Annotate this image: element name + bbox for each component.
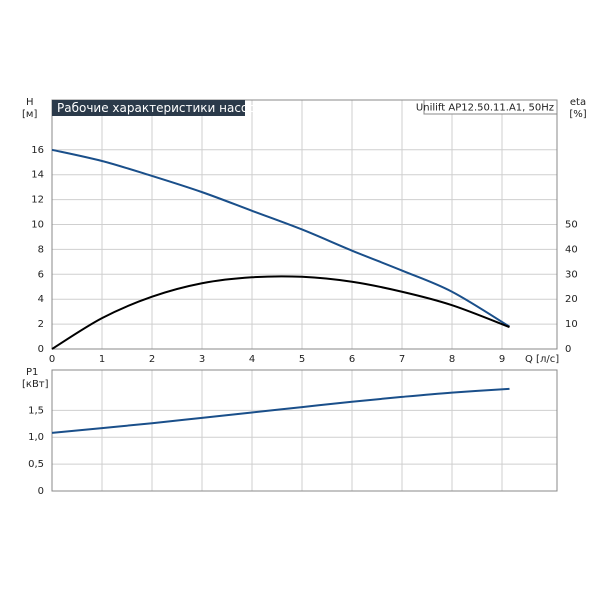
plot-frame — [51, 99, 558, 350]
y-tick-label: 0,5 — [28, 459, 44, 470]
y-tick-label: 12 — [31, 195, 44, 206]
plot-frame — [51, 369, 558, 492]
y-tick-label: 14 — [31, 170, 44, 181]
y-tick-label: 6 — [38, 269, 44, 280]
x-tick-label: 6 — [349, 354, 355, 365]
x-tick-label: 3 — [199, 354, 205, 365]
x-tick-label: 0 — [49, 354, 55, 365]
y-tick-label: 0 — [38, 344, 44, 355]
y-axis-label: P1 — [26, 367, 38, 378]
annotation: Unilift AP12.50.11.A1, 50Hz — [416, 103, 554, 114]
x-tick-label: 8 — [449, 354, 455, 365]
y2-axis-unit: [%] — [569, 109, 586, 120]
y2-tick-label: 50 — [565, 220, 578, 231]
chart-title: Рабочие характеристики насоса — [57, 101, 262, 115]
x-tick-label: 1 — [99, 354, 105, 365]
x-tick-label: 9 — [499, 354, 505, 365]
y-axis-unit: [кВт] — [22, 379, 49, 390]
y2-tick-label: 20 — [565, 294, 578, 305]
x-tick-label: 5 — [299, 354, 305, 365]
y2-tick-label: 40 — [565, 244, 578, 255]
y-axis-unit: [м] — [22, 109, 37, 120]
y-tick-label: 2 — [38, 319, 44, 330]
y-tick-label: 4 — [38, 294, 44, 305]
y-tick-label: 1,0 — [28, 432, 44, 443]
y-tick-label: 0 — [38, 486, 44, 497]
y-tick-label: 16 — [31, 145, 44, 156]
y2-axis-label: eta — [570, 97, 586, 108]
y-tick-label: 10 — [31, 220, 44, 231]
curve — [51, 148, 511, 328]
y2-tick-label: 10 — [565, 319, 578, 330]
x-tick-label: 2 — [149, 354, 155, 365]
y-tick-label: 8 — [38, 244, 44, 255]
annotation-box — [423, 99, 558, 115]
y-tick-label: 1,5 — [28, 405, 44, 416]
x-tick-label: 4 — [249, 354, 255, 365]
title-box — [52, 100, 245, 116]
y2-tick-label: 0 — [565, 344, 571, 355]
curve — [51, 387, 510, 434]
x-axis-label: Q [л/с] — [525, 354, 559, 365]
y-axis-label: H — [26, 97, 34, 108]
x-tick-label: 7 — [399, 354, 405, 365]
curve — [51, 275, 510, 350]
y2-tick-label: 30 — [565, 269, 578, 280]
